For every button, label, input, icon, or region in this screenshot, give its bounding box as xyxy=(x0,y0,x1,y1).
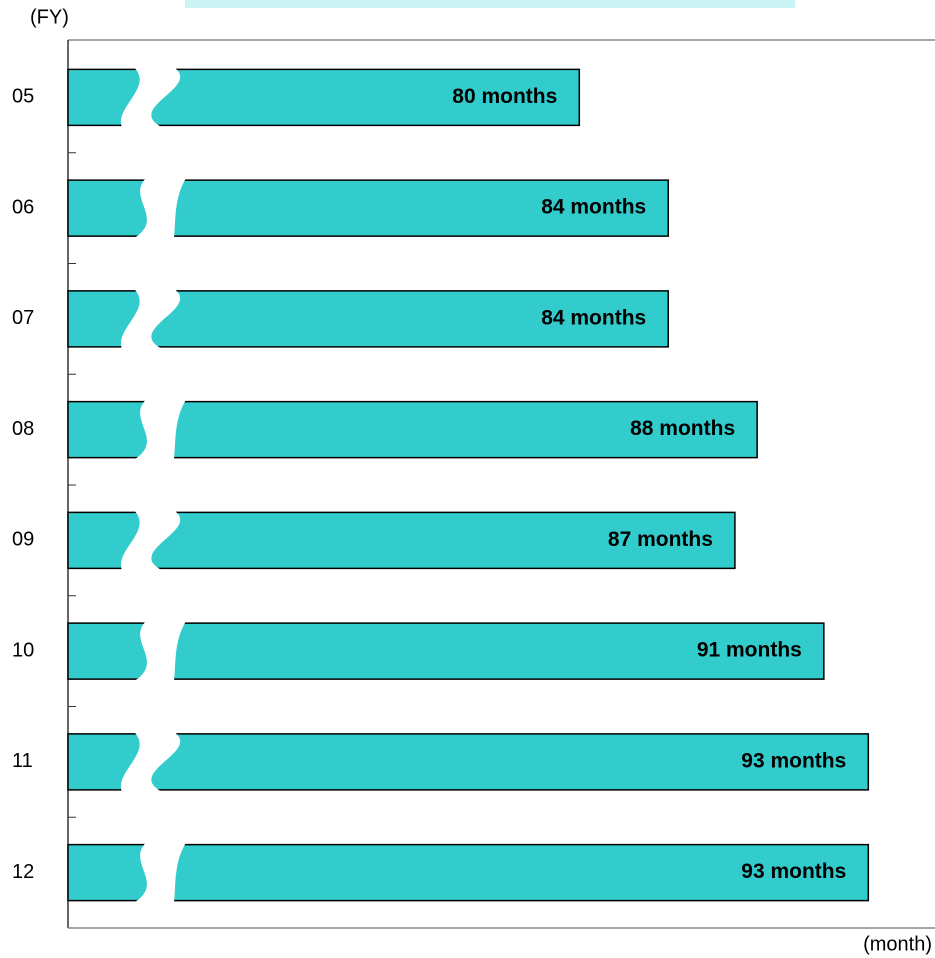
axis-break xyxy=(120,288,181,349)
value-label: 93 months xyxy=(741,749,846,772)
axis-break xyxy=(120,731,181,792)
value-label: 80 months xyxy=(452,85,557,108)
axis-break xyxy=(120,510,181,571)
y-tick-label: 05 xyxy=(12,86,34,108)
axis-break xyxy=(134,842,186,903)
value-label: 88 months xyxy=(630,417,735,440)
bar xyxy=(67,400,758,459)
axis-break xyxy=(134,178,186,239)
y-tick-label: 08 xyxy=(12,418,34,440)
bar xyxy=(67,843,870,902)
y-tick-label: 06 xyxy=(12,196,34,218)
value-label: 84 months xyxy=(541,196,646,219)
bar xyxy=(67,622,825,680)
y-tick-label: 09 xyxy=(12,529,34,551)
header-band xyxy=(185,0,795,8)
axis-break xyxy=(120,67,181,128)
value-label: 93 months xyxy=(741,860,846,883)
value-label: 84 months xyxy=(541,306,646,329)
y-axis-label: (FY) xyxy=(30,6,69,28)
y-tick-label: 07 xyxy=(12,307,34,329)
y-tick-label: 10 xyxy=(12,639,34,661)
value-label: 91 months xyxy=(697,639,802,662)
axis-break xyxy=(134,399,186,460)
value-label: 87 months xyxy=(608,528,713,551)
bar xyxy=(67,733,870,791)
axis-break xyxy=(134,621,186,682)
y-tick-label: 11 xyxy=(12,750,33,772)
x-axis-label: (month) xyxy=(863,933,932,955)
y-tick-label: 12 xyxy=(12,861,34,883)
